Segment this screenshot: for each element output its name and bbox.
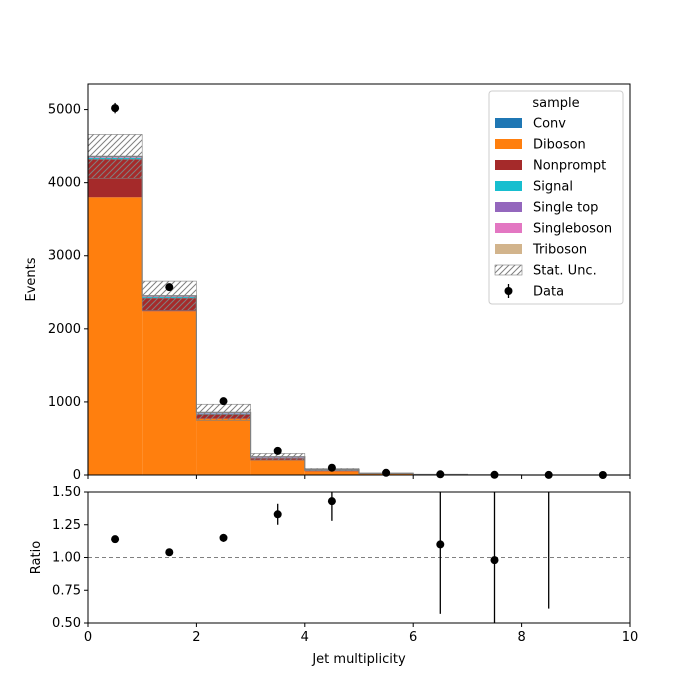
ratio-y-tick-label: 1.25: [52, 518, 81, 533]
ratio-point: [111, 535, 120, 544]
stat-unc-band: [196, 403, 251, 421]
legend-swatch-nonprompt: [495, 160, 522, 170]
bar-diboson: [250, 460, 305, 475]
x-tick-label: 4: [301, 630, 309, 645]
legend-swatch-triboson: [495, 244, 522, 254]
stat-unc-band: [87, 134, 143, 179]
x-tick-label: 6: [409, 630, 417, 645]
legend-swatch-signal: [495, 181, 522, 191]
top-panel: 0 1000 2000 3000 4000 5000 Events: [24, 83, 631, 483]
bar-diboson: [142, 311, 197, 475]
legend-label-singleboson: Singleboson: [533, 222, 612, 237]
data-point: [273, 446, 282, 455]
y-tick-label: 2000: [48, 322, 81, 337]
ratio-point: [165, 548, 174, 557]
ratio-point: [436, 540, 445, 549]
data-point: [111, 104, 120, 113]
ratio-y-tick-label: 1.00: [52, 551, 81, 566]
legend-label-conv: Conv: [533, 117, 566, 132]
data-point: [219, 397, 228, 406]
legend-label-data: Data: [533, 285, 564, 300]
legend-label-stat-unc-: Stat. Unc.: [533, 264, 597, 279]
legend-label-signal: Signal: [533, 180, 573, 195]
legend-label-diboson: Diboson: [533, 138, 586, 153]
data-point: [327, 463, 336, 472]
legend-box: [488, 90, 624, 305]
ratio-y-tick-label: 0.50: [52, 616, 81, 631]
legend-swatch-data-point: [504, 287, 513, 295]
y-tick-label: 1000: [48, 395, 81, 410]
legend: sample Conv Diboson Nonprompt Signal Single t…: [488, 90, 624, 305]
top-axes-frame: [87, 83, 631, 476]
legend-swatch-conv: [495, 118, 522, 128]
legend-swatch-singleboson: [495, 223, 522, 233]
y-tick-label: 3000: [48, 249, 81, 264]
y-tick-label: 5000: [48, 103, 81, 118]
y-tick-label: 4000: [48, 176, 81, 191]
legend-label-nonprompt: Nonprompt: [533, 159, 606, 174]
data-point: [165, 283, 174, 292]
y-axis-label: Events: [24, 257, 39, 301]
data-point: [436, 470, 445, 479]
x-tick-label: 0: [84, 630, 92, 645]
bar-diboson: [304, 471, 359, 475]
ratio-point: [273, 510, 282, 519]
legend-swatch-diboson: [495, 139, 522, 149]
x-tick-label: 10: [622, 630, 639, 645]
legend-title: sample: [532, 96, 579, 111]
x-axis-label: Jet multiplicity: [311, 652, 406, 667]
legend-label-single-top: Single top: [533, 201, 598, 216]
legend-swatch-single-top: [495, 202, 522, 212]
legend-swatch-stat-unc: [494, 264, 523, 276]
ratio-point: [490, 556, 499, 565]
x-tick-label: 8: [517, 630, 525, 645]
ratio-y-axis-label: Ratio: [29, 541, 44, 574]
ratio-panel: 0.50 0.75 1.00 1.25 1.50 0 2 4 6 8 10 Ratio Jet mult…: [29, 485, 638, 667]
y-tick-label: 0: [73, 468, 81, 483]
data-point: [382, 468, 391, 477]
ratio-point: [219, 533, 228, 542]
ratio-y-tick-label: 0.75: [52, 583, 81, 598]
x-tick-label: 2: [192, 630, 200, 645]
legend-label-triboson: Triboson: [532, 243, 587, 258]
bar-diboson: [196, 418, 251, 475]
ratio-point: [327, 497, 336, 506]
ratio-y-tick-label: 1.50: [52, 485, 81, 500]
bar-diboson: [88, 197, 143, 475]
